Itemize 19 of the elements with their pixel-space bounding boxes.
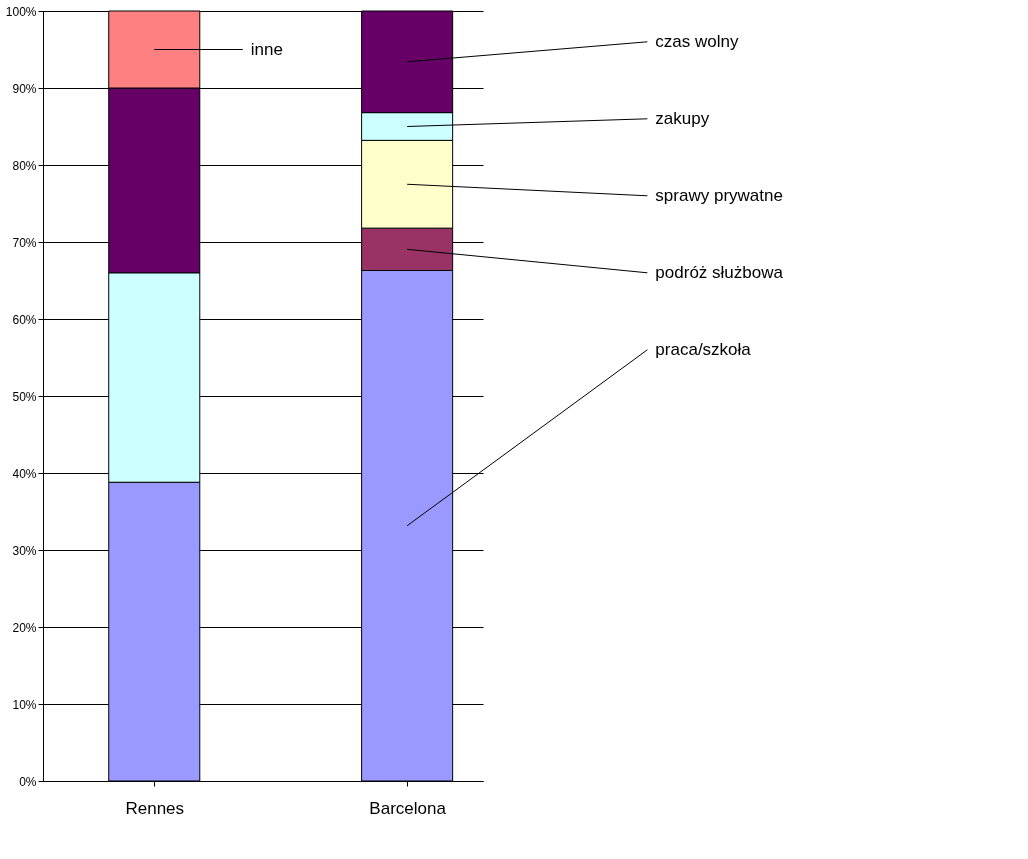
y-tick-label: 80% — [12, 158, 37, 173]
text: zakupy — [655, 108, 710, 128]
y-tick-label: 90% — [12, 81, 37, 96]
x-tick-label: Rennes — [125, 798, 185, 818]
y-tick-label: 70% — [12, 235, 37, 250]
y-tick-label: 60% — [12, 312, 37, 327]
text: sprawy prywatne — [655, 185, 783, 205]
y-tick-label: 50% — [12, 389, 37, 404]
text: czas wolny — [655, 31, 740, 51]
y-tick-label: 30% — [12, 543, 37, 558]
y-tick-label: 40% — [12, 466, 37, 481]
y-tick-label: 0% — [19, 774, 37, 789]
y-tick-label: 100% — [5, 4, 37, 19]
text: praca/szkoła — [655, 339, 752, 359]
text: podróż służbowa — [655, 262, 784, 282]
y-tick-label: 10% — [12, 697, 37, 712]
text: inne — [250, 39, 283, 59]
x-tick-label: Barcelona — [369, 798, 447, 818]
y-tick-label: 20% — [12, 620, 37, 635]
